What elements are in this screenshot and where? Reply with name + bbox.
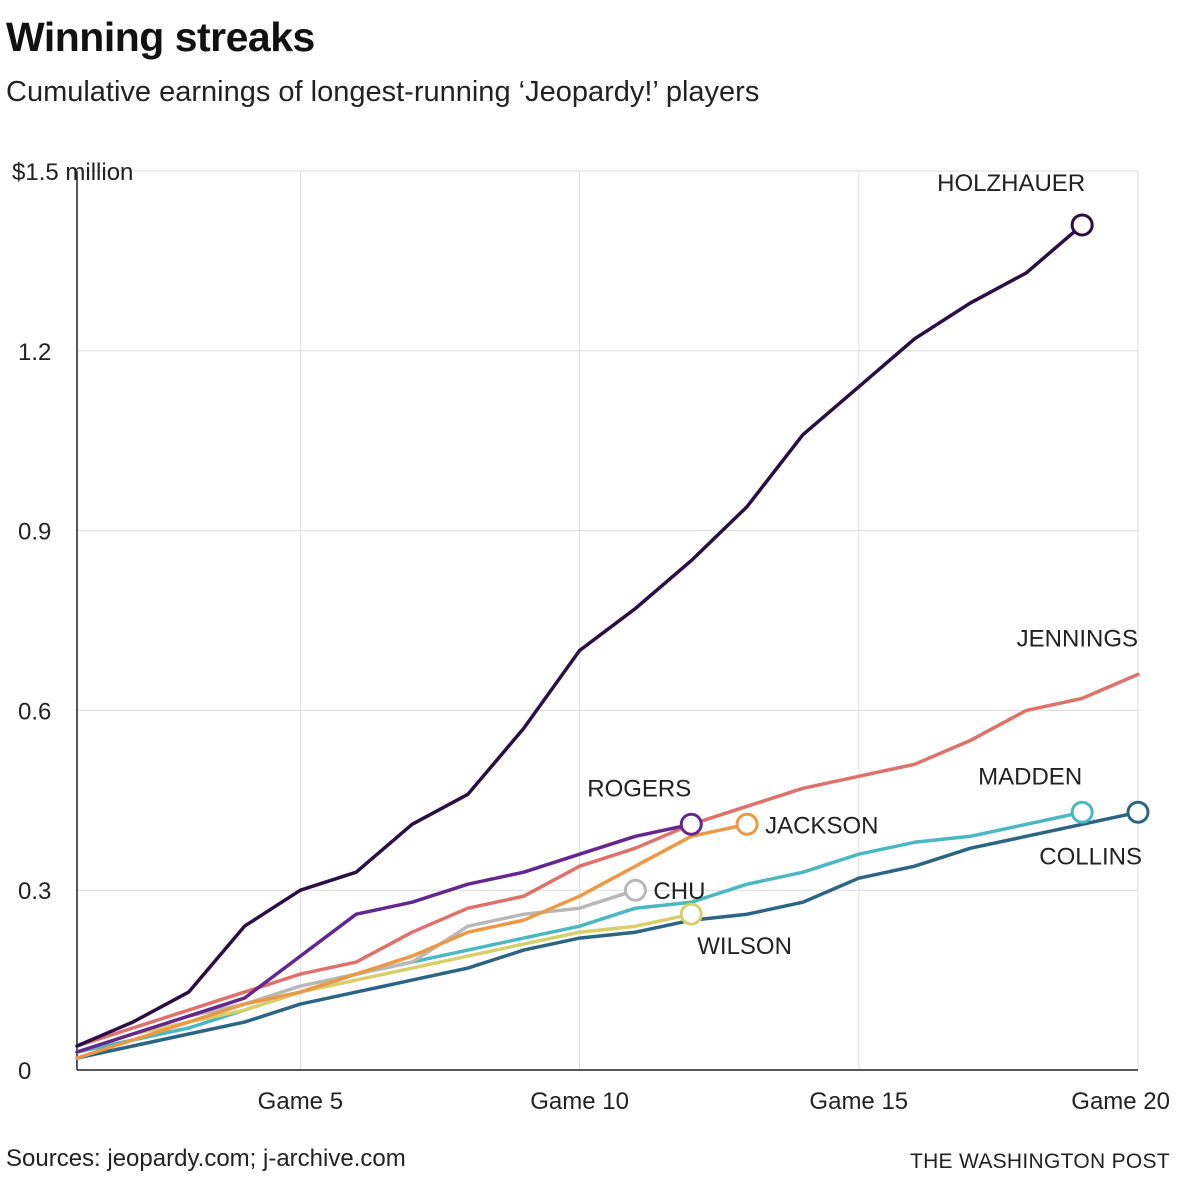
series-line-jennings	[75, 672, 1140, 1048]
y-tick-label: 0.3	[18, 878, 51, 905]
y-tick-label: $1.5 million	[12, 159, 133, 186]
source-note: Sources: jeopardy.com; j-archive.com	[6, 1145, 406, 1172]
series-label-collins: COLLINS	[1039, 843, 1142, 870]
series-label-madden: MADDEN	[978, 763, 1082, 790]
y-tick-label: 0	[18, 1058, 31, 1085]
series-line-collins	[75, 810, 1140, 1060]
end-marker-collins	[1126, 800, 1150, 824]
end-marker-madden	[1070, 800, 1094, 824]
axes: 0 0.3 0.6 0.9 1.2 $1.5 million Game 5 Game 10 Ga…	[12, 159, 1170, 1115]
end-marker-holzhauer	[1070, 213, 1094, 237]
line-chart: 0 0.3 0.6 0.9 1.2 $1.5 million Game 5 Game 10 Ga…	[12, 159, 1170, 1115]
end-marker-rogers	[679, 812, 703, 836]
series-label-jackson: JACKSON	[765, 812, 878, 839]
series-label-jennings: JENNINGS	[1017, 625, 1138, 652]
end-marker-jackson	[735, 812, 759, 836]
series-line-rogers	[75, 822, 694, 1054]
chart-subtitle: Cumulative earnings of longest-running ‘…	[6, 76, 760, 108]
y-tick-label: 0.9	[18, 519, 51, 546]
y-tick-label: 1.2	[18, 339, 51, 366]
publisher-credit: THE WASHINGTON POST	[909, 1150, 1170, 1173]
series-line-holzhauer	[75, 223, 1084, 1048]
x-tick-label: Game 10	[530, 1088, 629, 1115]
end-marker-wilson	[679, 902, 703, 926]
end-marker-chu	[623, 878, 647, 902]
series-label-rogers: ROGERS	[587, 775, 691, 802]
x-tick-label: Game 20	[1071, 1088, 1170, 1115]
y-tick-label: 0.6	[18, 698, 51, 725]
series-lines	[75, 223, 1140, 1060]
series-line-jackson	[75, 822, 749, 1060]
x-tick-label: Game 15	[809, 1088, 908, 1115]
series-labels: JENNINGS COLLINS MADDEN WILSON CHU JACKSON ROG…	[587, 170, 1142, 960]
chart-title: Winning streaks	[6, 14, 315, 60]
series-label-holzhauer: HOLZHAUER	[937, 170, 1085, 197]
x-tick-label: Game 5	[258, 1088, 343, 1115]
end-markers	[623, 213, 1150, 926]
series-label-wilson: WILSON	[697, 933, 792, 960]
grid-lines	[77, 170, 1139, 1070]
series-label-chu: CHU	[653, 878, 705, 905]
